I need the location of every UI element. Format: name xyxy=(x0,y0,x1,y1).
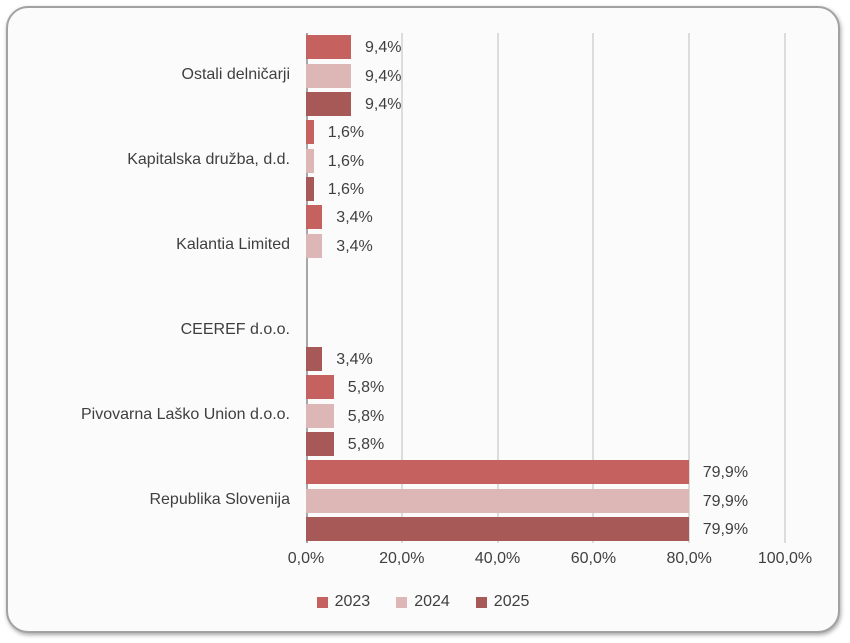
bar-2025-cat0 xyxy=(306,91,351,116)
legend: 2023 2024 2025 xyxy=(8,593,838,611)
bar-2024-cat4 xyxy=(306,403,334,428)
legend-marker-2025 xyxy=(475,596,487,608)
bar-2023-cat5 xyxy=(306,460,689,485)
legend-label: 2025 xyxy=(493,593,530,610)
value-label: 79,9% xyxy=(702,492,749,510)
x-tick-label: 60,0% xyxy=(570,550,617,567)
value-label: 9,4% xyxy=(365,95,402,113)
value-label: 79,9% xyxy=(702,520,749,538)
value-label: 5,8% xyxy=(347,379,385,397)
value-label: 3,4% xyxy=(336,350,373,368)
x-tick-label: 0,0% xyxy=(287,550,325,567)
value-label: 1,6% xyxy=(327,124,365,142)
legend-item-2024: 2024 xyxy=(396,593,450,611)
legend-label: 2024 xyxy=(414,593,450,610)
value-label: 1,6% xyxy=(327,180,365,198)
bar-2024-cat0 xyxy=(306,63,351,88)
category-axis-line xyxy=(306,33,308,543)
category-label: Republika Slovenija xyxy=(149,491,290,509)
category-label: Pivovarna Laško Union d.o.o. xyxy=(80,406,290,424)
gridline xyxy=(400,33,403,543)
x-tick-label: 40,0% xyxy=(474,550,521,567)
bar-2025-cat1 xyxy=(306,176,314,201)
gridline xyxy=(592,33,595,543)
value-label: 9,4% xyxy=(365,39,402,57)
legend-label: 2023 xyxy=(334,593,371,610)
chart-frame: 9,4% 1,6% 3,4% 5,8% 79,9% 9,4% 1,6% 3,4% 5,8% 79,… xyxy=(6,6,840,633)
value-label: 1,6% xyxy=(327,152,365,170)
bar-2025-cat4 xyxy=(306,431,334,456)
bar-2023-cat0 xyxy=(306,35,351,60)
x-tick-label: 20,0% xyxy=(379,550,425,567)
bar-2024-cat5 xyxy=(306,488,689,513)
value-label: 9,4% xyxy=(365,67,402,85)
value-label: 5,8% xyxy=(347,407,385,425)
value-label: 3,4% xyxy=(336,237,373,255)
category-label: Kalantia Limited xyxy=(176,236,290,254)
value-label: 5,8% xyxy=(347,435,385,453)
legend-marker-2023 xyxy=(316,596,328,608)
x-tick-label: 80,0% xyxy=(666,550,712,567)
x-tick-label: 100,0% xyxy=(757,550,813,567)
gridline xyxy=(688,33,691,543)
bar-2025-cat5 xyxy=(306,516,689,541)
bar-2023-cat2 xyxy=(306,205,323,230)
legend-marker-2024 xyxy=(396,596,408,608)
plot-area: 9,4% 1,6% 3,4% 5,8% 79,9% 9,4% 1,6% 3,4% 5,8% 79,… xyxy=(306,33,786,543)
value-label: 79,9% xyxy=(702,464,749,482)
bar-2023-cat1 xyxy=(306,120,314,145)
bar-2023-cat4 xyxy=(306,375,334,400)
category-label: CEEREF d.o.o. xyxy=(180,321,290,339)
value-label: 3,4% xyxy=(336,209,373,227)
category-label: Kapitalska družba, d.d. xyxy=(127,151,290,169)
gridline xyxy=(496,33,499,543)
legend-item-2023: 2023 xyxy=(316,593,371,611)
category-label: Ostali delničarji xyxy=(181,66,290,84)
gridline xyxy=(784,33,786,543)
bar-2025-cat3 xyxy=(306,346,323,371)
bar-2024-cat1 xyxy=(306,148,314,173)
bar-2024-cat2 xyxy=(306,233,323,258)
legend-item-2025: 2025 xyxy=(475,593,530,611)
